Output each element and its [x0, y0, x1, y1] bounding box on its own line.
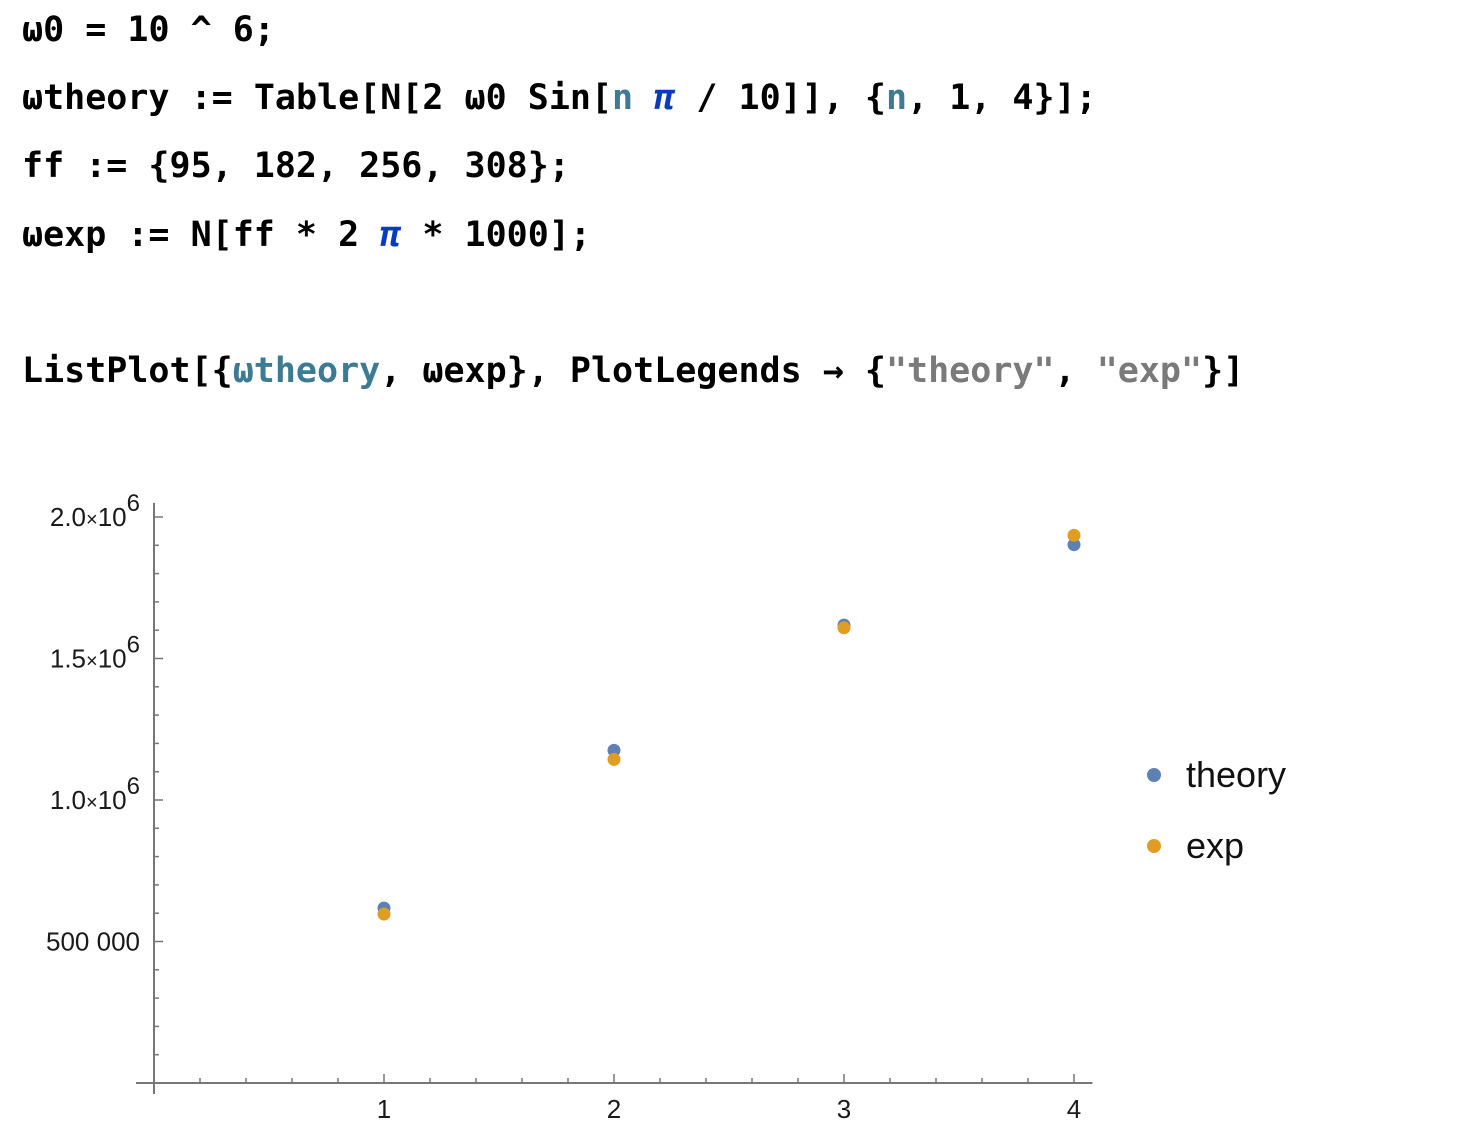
listplot-call: ListPlot[{ — [22, 351, 233, 391]
y-tick-base: 10 — [98, 644, 127, 674]
space — [633, 78, 654, 118]
x-tick-label: 1 — [377, 1094, 391, 1124]
code-line-omega-theory[interactable]: ωtheory := Table[N[2 ω0 Sin[n π / 10]], … — [22, 76, 1097, 120]
x-tick-label: 3 — [837, 1094, 851, 1124]
y-tick-mantissa: 2.0 — [50, 502, 86, 532]
x-tick-label: 2 — [607, 1094, 621, 1124]
delayed-assign-operator: := — [169, 78, 254, 118]
listplot-close: }] — [1202, 351, 1245, 391]
plot-legend: theory exp — [1147, 754, 1286, 866]
y-tick-mantissa: 1.0 — [50, 785, 86, 815]
omega-exp-expression: ωexp := N[ff * 2 — [22, 215, 381, 255]
legend-string-exp: "exp" — [1096, 351, 1203, 391]
pi-symbol: π — [654, 78, 676, 118]
iterator-variable-spec: n — [886, 78, 908, 118]
y-tick-exponent: 6 — [127, 773, 140, 800]
omega0-name: ω0 — [22, 10, 65, 50]
point-theory — [607, 743, 621, 757]
omega0-value: 10 ^ 6; — [127, 10, 275, 50]
ff-definition: ff := {95, 182, 256, 308}; — [22, 146, 570, 186]
legend-label-exp: exp — [1186, 825, 1244, 866]
legend-label-theory: theory — [1186, 754, 1286, 795]
point-exp — [1067, 528, 1081, 542]
y-tick-base: 10 — [98, 785, 127, 815]
code-line-listplot[interactable]: ListPlot[{ωtheory, ωexp}, PlotLegends → … — [22, 349, 1244, 393]
y-tick-label: 1.0×106 — [50, 773, 140, 815]
x-tick-label: 4 — [1067, 1094, 1081, 1124]
y-tick-label: 500 000 — [46, 927, 140, 957]
point-theory — [1067, 538, 1081, 552]
y-tick-base: 10 — [98, 502, 127, 532]
legend-string-theory: "theory" — [885, 351, 1055, 391]
plot-axes — [136, 502, 1093, 1094]
assign-operator: = — [64, 10, 128, 50]
table-expression: Table[N[2 ω0 Sin[ — [253, 78, 613, 118]
y-tick-mantissa: 1.5 — [50, 644, 86, 674]
y-tick-times: × — [86, 651, 98, 673]
iterator-variable: n — [612, 78, 634, 118]
table-expression-tail: / 10]], { — [675, 78, 886, 118]
y-tick-times: × — [86, 509, 98, 531]
code-line-omega-exp[interactable]: ωexp := N[ff * 2 π * 1000]; — [22, 213, 591, 257]
legend-marker-exp — [1147, 839, 1161, 853]
y-tick-times: × — [86, 792, 98, 814]
point-exp — [837, 621, 851, 635]
omega-theory-reference: ωtheory — [232, 351, 381, 391]
plot-points — [377, 528, 1081, 921]
y-tick-exponent: 6 — [127, 490, 140, 517]
code-line-omega0[interactable]: ω0 = 10 ^ 6; — [22, 8, 275, 52]
omega-exp-expression-tail: * 1000]; — [401, 215, 591, 255]
pi-symbol: π — [380, 215, 402, 255]
code-line-ff[interactable]: ff := {95, 182, 256, 308}; — [22, 144, 570, 188]
y-tick-exponent: 6 — [127, 632, 140, 659]
separator: , — [1054, 351, 1097, 391]
point-exp — [607, 752, 621, 766]
omega-theory-name: ωtheory — [22, 78, 170, 118]
y-tick-label: 2.0×106 — [50, 490, 140, 532]
iterator-range: , 1, 4}]; — [907, 78, 1097, 118]
listplot-args: , ωexp}, PlotLegends → { — [380, 351, 886, 391]
point-exp — [377, 907, 391, 921]
y-tick-label: 1.5×106 — [50, 632, 140, 674]
legend-marker-theory — [1147, 768, 1161, 782]
